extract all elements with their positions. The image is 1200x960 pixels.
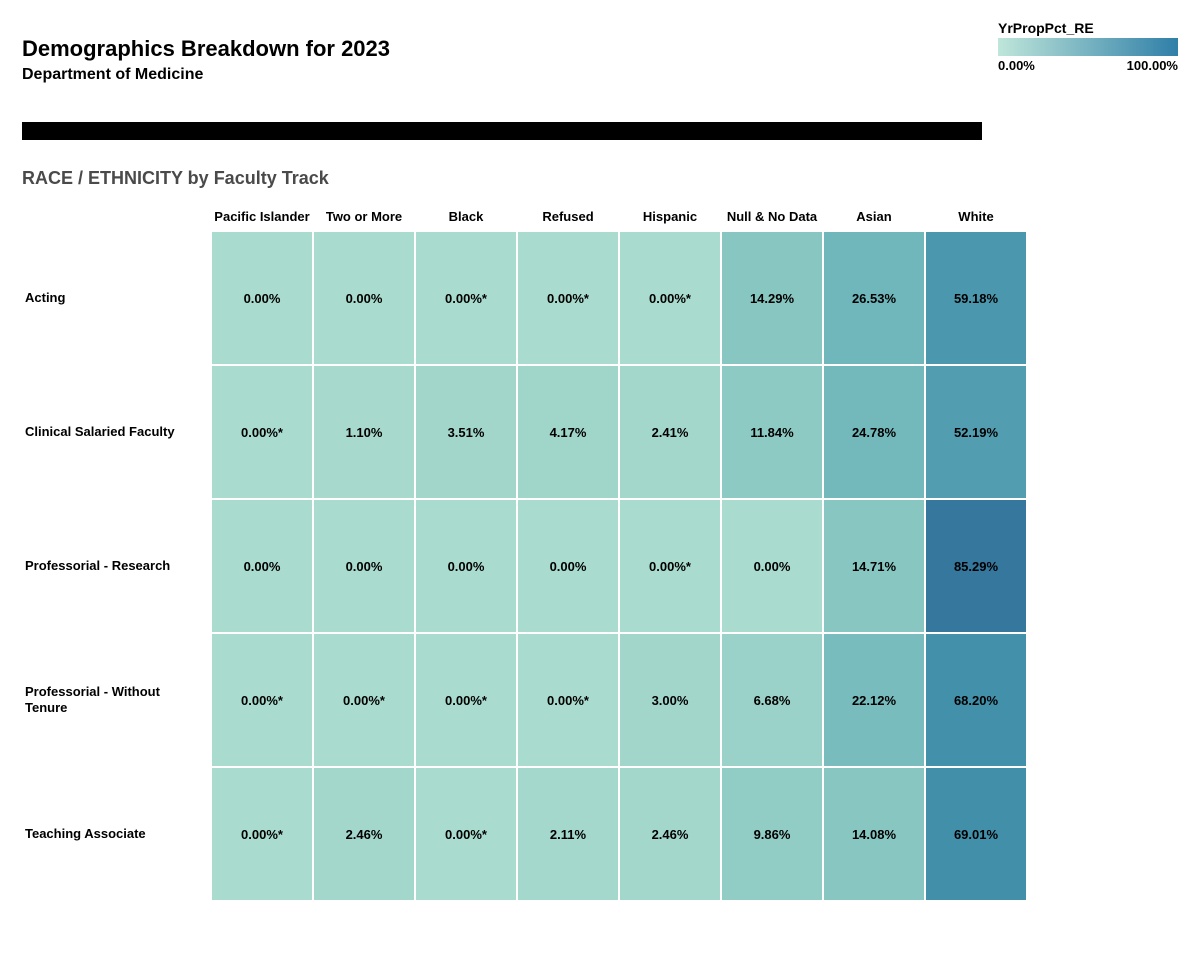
divider-bar xyxy=(22,122,982,140)
heatmap-corner-blank xyxy=(24,208,210,230)
heatmap-cell: 0.00%* xyxy=(314,634,414,766)
heatmap-row-header: Professorial - Research xyxy=(24,500,210,632)
heatmap-cell: 0.00%* xyxy=(212,634,312,766)
heatmap-cell: 3.51% xyxy=(416,366,516,498)
page: Demographics Breakdown for 2023 Departme… xyxy=(0,0,1200,960)
heatmap-cell: 14.29% xyxy=(722,232,822,364)
heatmap-cell: 0.00%* xyxy=(212,366,312,498)
title-block: Demographics Breakdown for 2023 Departme… xyxy=(22,36,390,84)
heatmap-col-header: Pacific Islander xyxy=(212,208,312,230)
legend-max-label: 100.00% xyxy=(1127,58,1178,73)
heatmap-cell: 26.53% xyxy=(824,232,924,364)
page-subtitle: Department of Medicine xyxy=(22,66,390,84)
heatmap-cell: 3.00% xyxy=(620,634,720,766)
heatmap-cell: 2.11% xyxy=(518,768,618,900)
heatmap-cell: 11.84% xyxy=(722,366,822,498)
heatmap-cell: 14.71% xyxy=(824,500,924,632)
heatmap-col-header: Hispanic xyxy=(620,208,720,230)
heatmap-cell: 0.00%* xyxy=(518,634,618,766)
heatmap-cell: 69.01% xyxy=(926,768,1026,900)
heatmap-cell: 0.00%* xyxy=(620,500,720,632)
heatmap-col-header: White xyxy=(926,208,1026,230)
heatmap-cell: 14.08% xyxy=(824,768,924,900)
heatmap-col-header: Null & No Data xyxy=(722,208,822,230)
legend-gradient-bar xyxy=(998,38,1178,56)
heatmap-row-header: Professorial - Without Tenure xyxy=(24,634,210,766)
heatmap-row-header: Clinical Salaried Faculty xyxy=(24,366,210,498)
heatmap-cell: 24.78% xyxy=(824,366,924,498)
heatmap-table: Pacific IslanderTwo or MoreBlackRefusedH… xyxy=(22,206,1028,902)
heatmap-cell: 9.86% xyxy=(722,768,822,900)
heatmap-cell: 68.20% xyxy=(926,634,1026,766)
heatmap-cell: 0.00%* xyxy=(620,232,720,364)
heatmap-cell: 0.00%* xyxy=(518,232,618,364)
heatmap: Pacific IslanderTwo or MoreBlackRefusedH… xyxy=(22,206,990,902)
heatmap-cell: 0.00% xyxy=(212,500,312,632)
heatmap-row-header: Teaching Associate xyxy=(24,768,210,900)
heatmap-col-header: Black xyxy=(416,208,516,230)
heatmap-cell: 0.00%* xyxy=(416,768,516,900)
heatmap-cell: 4.17% xyxy=(518,366,618,498)
heatmap-cell: 0.00% xyxy=(314,500,414,632)
heatmap-cell: 85.29% xyxy=(926,500,1026,632)
heatmap-col-header: Two or More xyxy=(314,208,414,230)
page-title: Demographics Breakdown for 2023 xyxy=(22,36,390,62)
color-legend: YrPropPct_RE 0.00% 100.00% xyxy=(998,20,1178,73)
heatmap-cell: 0.00% xyxy=(212,232,312,364)
heatmap-cell: 59.18% xyxy=(926,232,1026,364)
heatmap-cell: 0.00%* xyxy=(212,768,312,900)
heatmap-cell: 2.46% xyxy=(620,768,720,900)
heatmap-cell: 0.00% xyxy=(518,500,618,632)
legend-title: YrPropPct_RE xyxy=(998,20,1178,36)
heatmap-cell: 0.00% xyxy=(314,232,414,364)
heatmap-col-header: Asian xyxy=(824,208,924,230)
heatmap-cell: 52.19% xyxy=(926,366,1026,498)
heatmap-cell: 0.00%* xyxy=(416,232,516,364)
heatmap-cell: 0.00% xyxy=(416,500,516,632)
heatmap-cell: 22.12% xyxy=(824,634,924,766)
heatmap-row-header: Acting xyxy=(24,232,210,364)
heatmap-cell: 2.46% xyxy=(314,768,414,900)
heatmap-cell: 1.10% xyxy=(314,366,414,498)
section-title: RACE / ETHNICITY by Faculty Track xyxy=(22,168,329,189)
legend-labels: 0.00% 100.00% xyxy=(998,58,1178,73)
heatmap-cell: 0.00%* xyxy=(416,634,516,766)
heatmap-cell: 6.68% xyxy=(722,634,822,766)
heatmap-cell: 0.00% xyxy=(722,500,822,632)
heatmap-col-header: Refused xyxy=(518,208,618,230)
heatmap-cell: 2.41% xyxy=(620,366,720,498)
legend-min-label: 0.00% xyxy=(998,58,1035,73)
